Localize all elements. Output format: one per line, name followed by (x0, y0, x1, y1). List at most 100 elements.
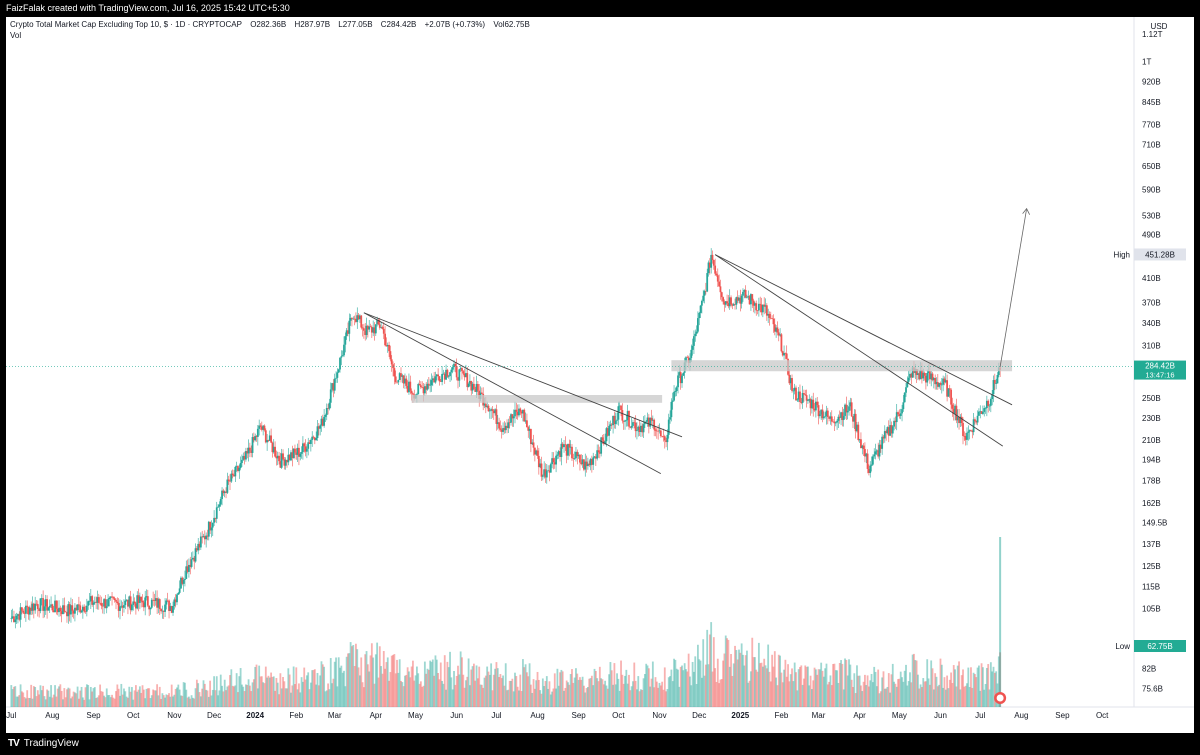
candle-body (78, 604, 80, 606)
volume-bar (796, 690, 799, 707)
y-tick-label: 125B (1142, 562, 1161, 571)
candle-body (757, 303, 760, 311)
volume-bar (593, 668, 596, 707)
candle-body (205, 535, 208, 540)
candle-body (295, 452, 298, 455)
candle-body (552, 458, 555, 463)
volume-bar (117, 688, 120, 707)
y-tick-label: 490B (1142, 230, 1161, 239)
candle-body (311, 436, 314, 441)
volume-bar (850, 679, 853, 707)
candle-body (520, 411, 523, 414)
candle-body (136, 595, 139, 609)
candle-body (279, 461, 282, 468)
candle-body (36, 604, 39, 609)
volume-bar (115, 691, 117, 707)
volume-bar (22, 692, 25, 707)
y-tick-label: 770B (1142, 121, 1161, 130)
volume-bar (943, 677, 946, 707)
volume-bar (767, 644, 770, 707)
volume-bar (352, 645, 355, 707)
brand[interactable]: TV TradingView (8, 733, 79, 755)
candle-body (264, 430, 267, 443)
candle-body (345, 330, 348, 337)
candle-body (272, 446, 275, 453)
volume-bar (948, 679, 951, 707)
candle-body (527, 427, 530, 431)
volume-bar (426, 668, 429, 707)
volume-bar (71, 696, 74, 707)
volume-bar (455, 675, 458, 707)
chart-frame[interactable]: USD 1.12T 1T 920B 845B 770B 710B 650B 590B 530B 49… (6, 17, 1194, 733)
candle-body (868, 468, 870, 473)
candle-body (103, 599, 105, 607)
candle-body (473, 383, 475, 390)
current-price-label: 284.42B (1145, 362, 1175, 371)
volume-bar (250, 691, 253, 707)
candle-body (282, 453, 284, 460)
candle-body (698, 312, 701, 319)
volume-bar (36, 690, 39, 707)
volume-bar (144, 698, 147, 707)
candle-body (890, 425, 893, 434)
candle-body (209, 521, 212, 531)
volume-bar (616, 673, 618, 707)
candle-body (303, 443, 306, 447)
candle-body (637, 426, 640, 431)
candle-body (340, 356, 343, 358)
candle-body (811, 399, 813, 409)
candle-body (951, 404, 954, 409)
volume-bar (96, 697, 99, 707)
volume-bar (361, 682, 364, 707)
volume-bar (474, 680, 477, 707)
close-value: C284.42B (380, 20, 417, 29)
symbol-title[interactable]: Crypto Total Market Cap Excluding Top 10… (10, 20, 242, 29)
candle-body (396, 381, 398, 383)
candle-body (294, 448, 296, 453)
candle-body (336, 372, 339, 378)
volume-bar (551, 691, 554, 707)
volume-bar (540, 693, 543, 707)
volume-bar (563, 690, 565, 707)
candle-body (679, 372, 682, 384)
volume-bar (518, 690, 520, 707)
price-chart[interactable]: USD1.12T1T920B845B770B710B650B590B530B49… (6, 17, 1194, 733)
candle-body (598, 452, 601, 454)
volume-bar (21, 691, 23, 707)
candle-body (540, 463, 543, 477)
candle-body (439, 381, 442, 382)
volume-bar (910, 682, 913, 707)
candle-body (117, 603, 120, 611)
candle-body (199, 536, 202, 548)
candle-body (979, 411, 982, 412)
volume-bar (559, 672, 561, 707)
candle-body (718, 281, 721, 287)
candle-body (535, 450, 538, 455)
candle-body (780, 334, 783, 352)
candle-body (646, 417, 649, 422)
volume-bar (768, 671, 771, 707)
volume-bar (58, 686, 60, 707)
volume-bar (91, 691, 94, 707)
candle-body (393, 368, 396, 377)
candle-body (30, 607, 33, 611)
volume-bar (461, 657, 463, 707)
candle-body (515, 409, 518, 412)
volume-bar (239, 668, 242, 707)
trendline (714, 254, 1004, 447)
volume-bar (663, 667, 666, 707)
candle-body (604, 441, 607, 444)
volume-bar (527, 676, 530, 707)
volume-bar (653, 687, 656, 707)
candle-body (305, 448, 308, 452)
candle-body (948, 388, 951, 390)
candle-body (661, 435, 664, 437)
volume-bar (683, 663, 686, 707)
candle-body (317, 426, 320, 429)
volume-bar (742, 654, 744, 707)
candle-body (165, 600, 168, 605)
volume-bar (313, 669, 316, 707)
candle-body (230, 473, 233, 482)
candle-body (568, 443, 571, 448)
volume-bar (194, 688, 197, 707)
